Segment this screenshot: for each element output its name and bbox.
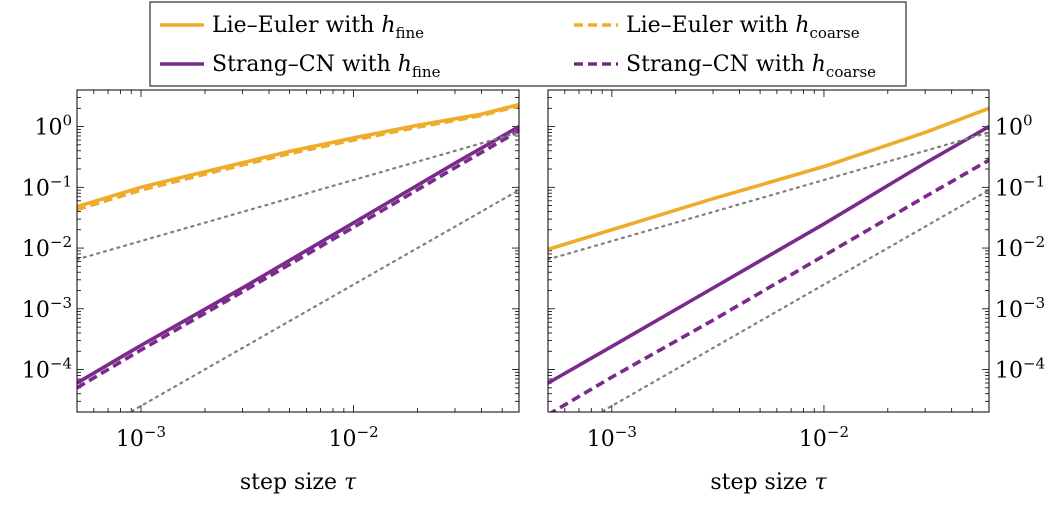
legend-entry: Lie–Euler with hcoarse — [574, 13, 860, 42]
x-tick-label: 10−3 — [587, 423, 637, 452]
y-tick-label: 100 — [34, 112, 72, 141]
x-axis-label: step size τ — [710, 470, 827, 495]
reference-slope-line — [128, 188, 519, 412]
series-line-lie-euler-with-h-coarse — [77, 104, 519, 212]
series-line-strang-cn-with-h-coarse — [77, 129, 519, 390]
y-tick-label: 10−3 — [995, 294, 1045, 323]
y-tick-label: 10−1 — [995, 172, 1045, 201]
legend-label: Lie–Euler with hfine — [212, 13, 424, 42]
x-tick-label: 10−2 — [329, 423, 379, 452]
y-tick-label: 100 — [995, 112, 1033, 141]
tick-marks — [547, 89, 990, 413]
legend-entry: Strang–CN with hcoarse — [574, 52, 876, 81]
reference-slope-line — [548, 131, 989, 261]
y-tick-label: 10−4 — [22, 355, 72, 384]
reference-slope-line — [599, 188, 989, 412]
plot-left: 10−3 10−2 10−4 10−3 10−2 10−1 100 step size τ — [22, 89, 520, 495]
legend-label: Strang–CN with hcoarse — [626, 52, 876, 81]
series-line-lie-euler-with-h-fine — [548, 106, 989, 252]
legend-label: Strang–CN with hfine — [212, 52, 441, 81]
tick-marks — [76, 89, 520, 413]
legend-entry: Lie–Euler with hfine — [160, 13, 424, 42]
x-tick-label: 10−2 — [799, 423, 849, 452]
y-tick-label: 10−3 — [22, 294, 72, 323]
y-tick-label: 10−4 — [995, 355, 1045, 384]
x-axis-label: step size τ — [240, 470, 357, 495]
plot-right: 10−3 10−2 10−4 10−3 10−2 10−1 100 step size τ — [547, 89, 1045, 495]
legend: Lie–Euler with hfine Lie–Euler with hcoar… — [149, 1, 907, 87]
legend-entry: Strang–CN with hfine — [160, 52, 441, 81]
y-tick-label: 10−2 — [22, 233, 72, 262]
y-tick-label: 10−2 — [995, 233, 1045, 262]
y-tick-label: 10−1 — [22, 172, 72, 201]
plot-frame — [76, 89, 520, 413]
series-line-lie-euler-with-h-fine — [77, 102, 519, 209]
series-line-strang-cn-with-h-coarse — [549, 158, 989, 412]
x-tick-label: 10−3 — [116, 423, 166, 452]
legend-box — [149, 1, 907, 87]
legend-label: Lie–Euler with hcoarse — [626, 13, 860, 42]
series-lines — [77, 102, 519, 412]
reference-slope-line — [77, 131, 519, 261]
series-lines — [548, 106, 989, 412]
plot-frame — [547, 89, 990, 413]
series-line-strang-cn-with-h-fine — [548, 125, 989, 385]
series-line-strang-cn-with-h-fine — [77, 125, 519, 385]
